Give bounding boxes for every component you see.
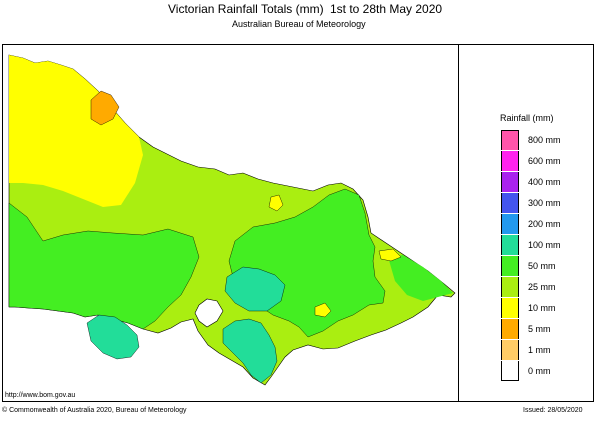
legend-label: 1 mm (528, 345, 551, 355)
region-orange-patch (90, 90, 120, 126)
region-east-yellow-1 (314, 302, 332, 318)
region-gippsland-teal (222, 318, 278, 384)
legend-title: Rainfall (mm) (500, 113, 554, 123)
legend-label: 200 mm (528, 219, 561, 229)
legend-label: 50 mm (528, 261, 556, 271)
legend-swatch (501, 151, 519, 171)
legend-swatch (501, 235, 519, 255)
legend-label: 400 mm (528, 177, 561, 187)
region-south-west-green (8, 202, 200, 330)
victoria-rainfall-map (8, 54, 456, 386)
legend-swatch (501, 130, 519, 150)
legend-swatch (501, 340, 519, 360)
legend-divider (458, 44, 459, 402)
map-title: Victorian Rainfall Totals (mm) (168, 2, 324, 16)
legend-swatch (501, 256, 519, 276)
legend-label: 800 mm (528, 135, 561, 145)
legend-label: 600 mm (528, 156, 561, 166)
port-phillip-bay (194, 298, 224, 328)
legend-swatch (501, 277, 519, 297)
legend-label: 300 mm (528, 198, 561, 208)
legend-swatch (501, 319, 519, 339)
legend-swatch (501, 361, 519, 381)
map-frame (2, 44, 594, 402)
legend-label: 25 mm (528, 282, 556, 292)
legend-label: 100 mm (528, 240, 561, 250)
region-south-west-teal (86, 314, 140, 360)
region-ne-yellow-small (268, 194, 284, 212)
region-central-teal (224, 266, 286, 312)
region-east-yellow-2 (378, 248, 402, 262)
issued-date: Issued: 28/05/2020 (523, 407, 583, 414)
date-range: 1st to 28th May 2020 (330, 2, 443, 16)
region-north-east-green (388, 255, 453, 301)
legend-label: 10 mm (528, 303, 556, 313)
legend-label: 5 mm (528, 324, 551, 334)
region-north-west-yellow (9, 55, 143, 207)
copyright-notice: © Commonwealth of Australia 2020, Bureau… (2, 407, 187, 414)
legend-swatch (501, 193, 519, 213)
legend-swatch (501, 298, 519, 318)
legend-swatch (501, 172, 519, 192)
legend-swatch (501, 214, 519, 234)
map-subtitle: Australian Bureau of Meteorology (232, 19, 366, 29)
bom-url[interactable]: http://www.bom.gov.au (5, 392, 76, 399)
legend-label: 0 mm (528, 366, 551, 376)
